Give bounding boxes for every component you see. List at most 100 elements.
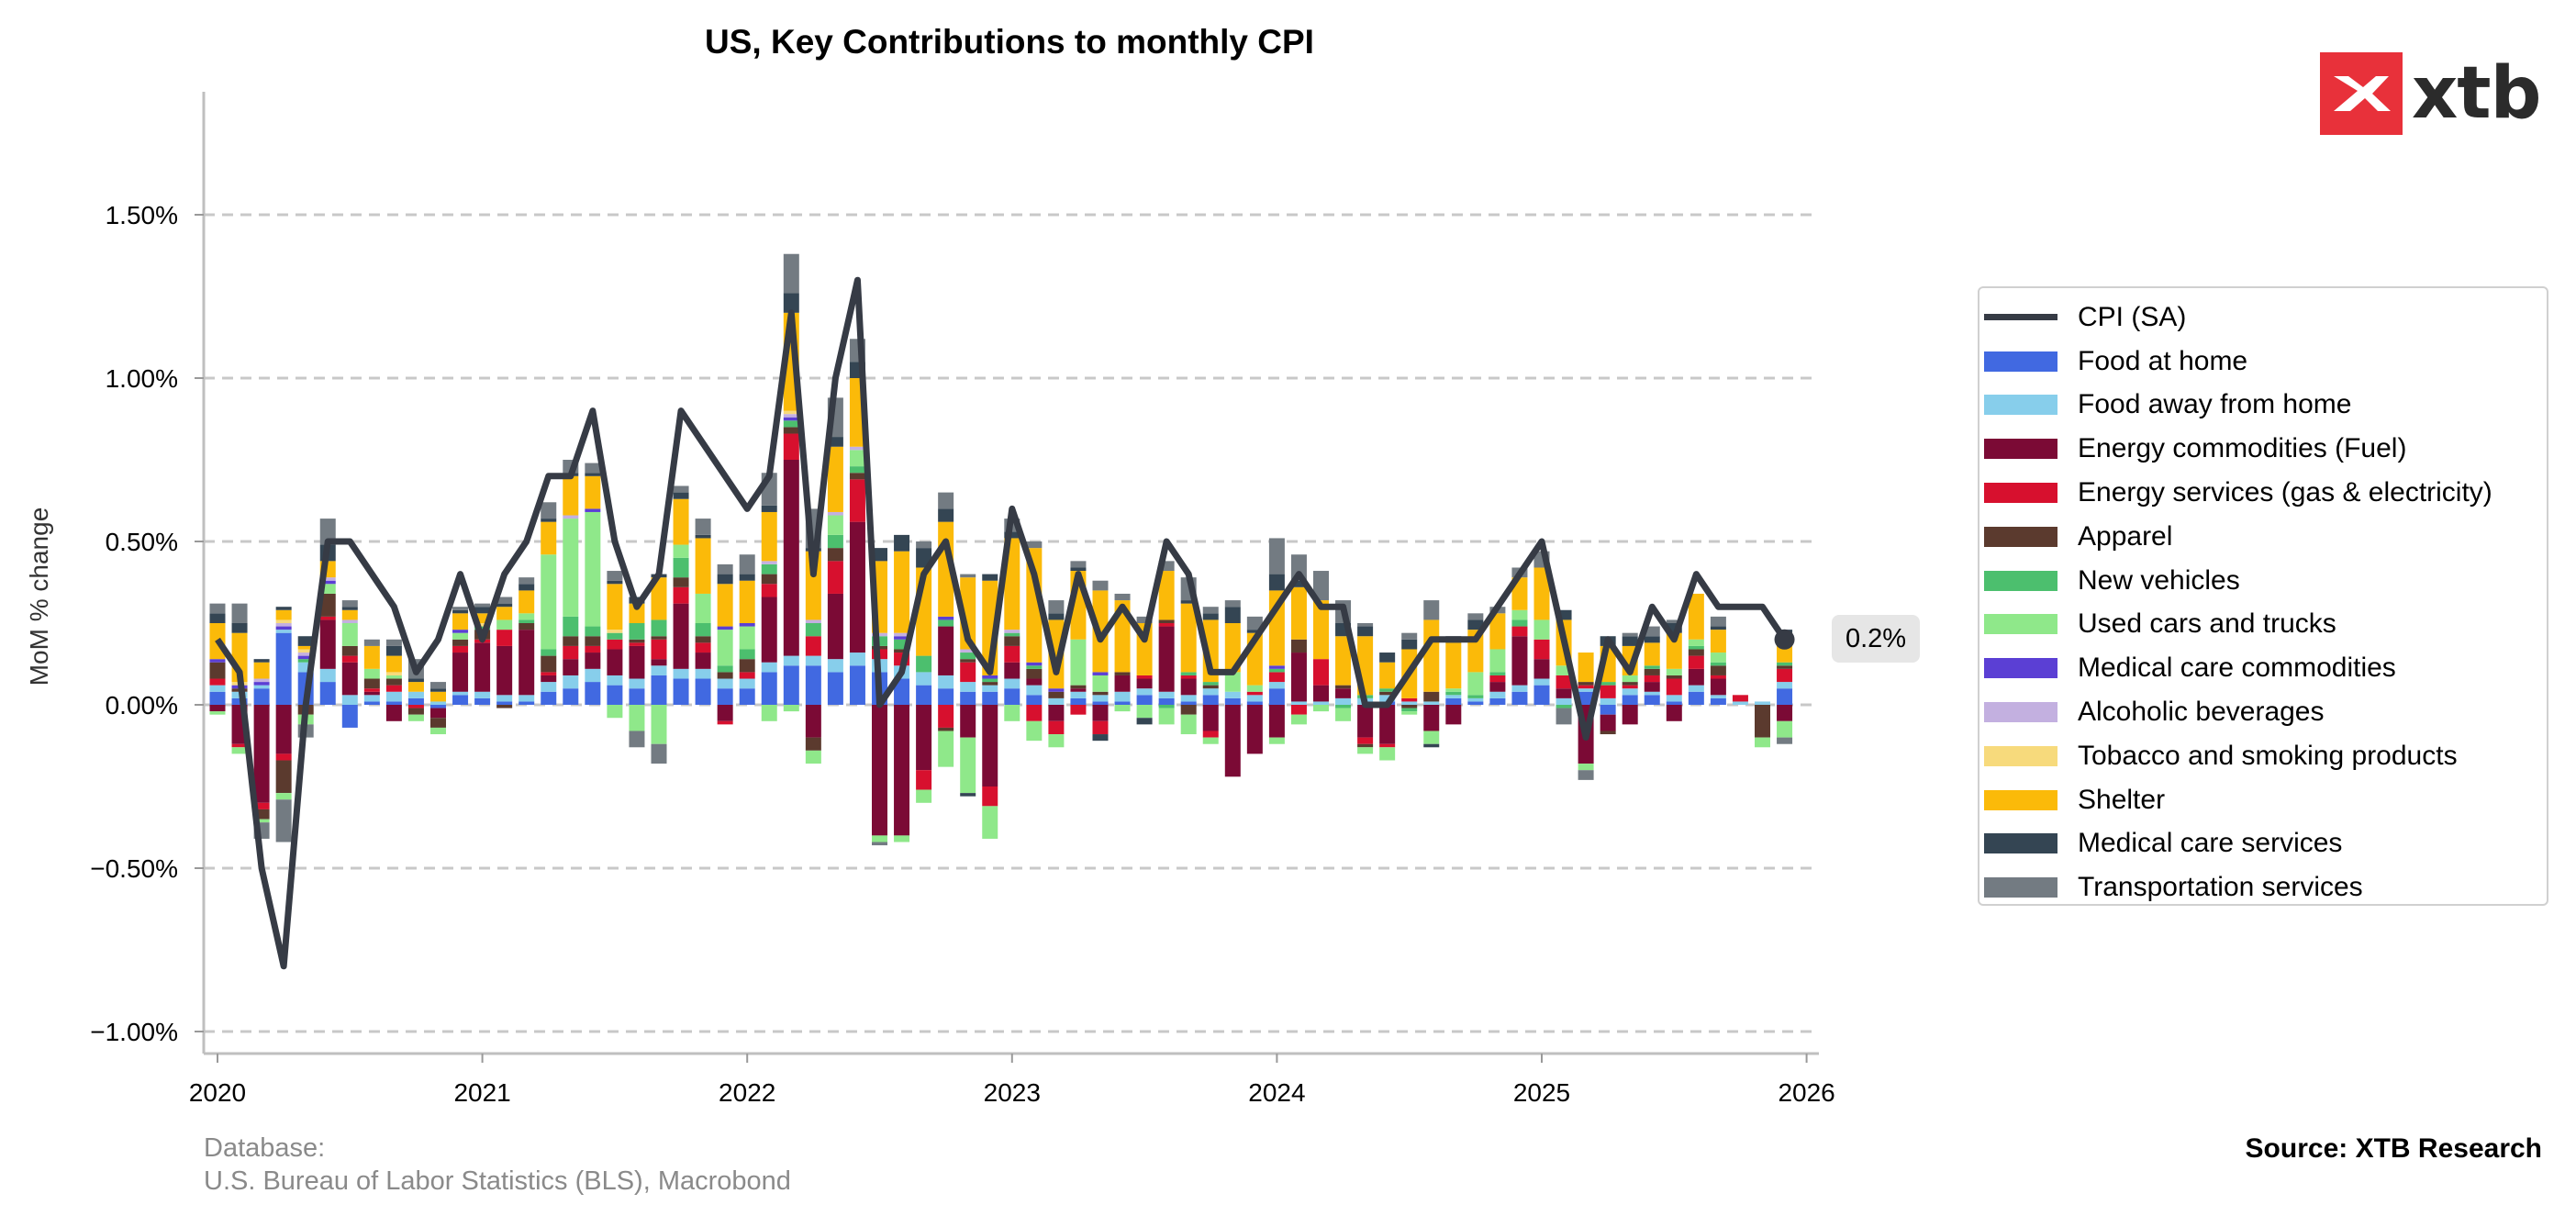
- bar-segment-apparel: [1357, 743, 1374, 748]
- bar-segment-energy_fuel: [519, 630, 535, 696]
- bar-segment-med_services: [938, 508, 954, 522]
- bar-segment-transport: [629, 731, 645, 748]
- bar-segment-food_away: [1224, 691, 1241, 698]
- bar-segment-food_away: [739, 678, 755, 689]
- bar-segment-food_home: [761, 672, 777, 705]
- bar-segment-food_home: [1202, 695, 1219, 705]
- legend-item-shelter: Shelter: [1979, 778, 2547, 822]
- y-ticks: −1.00% −0.50% 0.00% 0.50% 1.00% 1.50%: [90, 201, 204, 1046]
- bar-segment-energy_fuel: [783, 460, 799, 656]
- bar-segment-shelter: [275, 609, 292, 620]
- bar-segment-shelter: [452, 613, 469, 630]
- bar-segment-energy_fuel: [1644, 682, 1660, 692]
- legend-label: Food away from home: [2078, 389, 2352, 420]
- bar-segment-used_cars: [1026, 720, 1043, 742]
- bar-segment-used_cars: [805, 750, 821, 764]
- bar-segment-med_commodities: [1026, 662, 1043, 666]
- bar-segment-energy_fuel: [1268, 705, 1285, 738]
- x-tick-label: 2022: [719, 1078, 775, 1107]
- bar-segment-used_cars: [1423, 731, 1440, 744]
- bar-segment-transport: [585, 463, 601, 474]
- bar-segment-new_vehicles: [1202, 682, 1219, 686]
- bar-segment-apparel: [496, 705, 513, 708]
- bar-segment-shelter: [1026, 548, 1043, 663]
- legend-label: Medical care commodities: [2078, 653, 2396, 684]
- bar-segment-apparel: [1180, 705, 1197, 715]
- legend-item-apparel: Apparel: [1979, 515, 2547, 559]
- bar-segment-energy_services: [1158, 623, 1175, 627]
- bar-segment-transport: [1026, 541, 1043, 549]
- bar-segment-apparel: [1026, 668, 1043, 679]
- bar-segment-energy_services: [1290, 705, 1307, 715]
- logo-text: xtb: [2412, 52, 2541, 135]
- legend-item-new_vehicles: New vehicles: [1979, 559, 2547, 603]
- bar-segment-food_away: [275, 630, 292, 633]
- bar-segment-energy_services: [1357, 737, 1374, 744]
- bar-segment-apparel: [1114, 672, 1131, 675]
- bar-segment-used_cars: [1224, 672, 1241, 692]
- bar-segment-apparel: [695, 636, 711, 643]
- source-note: Source: XTB Research: [2245, 1133, 2542, 1164]
- bar-segment-new_vehicles: [1401, 708, 1418, 712]
- bar-segment-food_home: [894, 678, 910, 705]
- bar-segment-transport: [717, 563, 733, 574]
- bar-segment-food_away: [519, 695, 535, 702]
- bar-segment-new_vehicles: [585, 626, 601, 637]
- bar-segment-apparel: [894, 649, 910, 653]
- bar-segment-used_cars: [1489, 649, 1506, 673]
- bar-segment-shelter: [717, 584, 733, 627]
- bar-segment-energy_fuel: [1114, 675, 1131, 692]
- bar-segment-energy_services: [1511, 626, 1528, 637]
- bar-segment-apparel: [253, 809, 270, 820]
- bar-segment-energy_fuel: [1224, 705, 1241, 777]
- bar-segment-food_home: [960, 691, 976, 705]
- x-tick-label: 2021: [453, 1078, 510, 1107]
- bar-segment-energy_services: [1268, 672, 1285, 683]
- bar-segment-food_away: [1600, 697, 1616, 705]
- bar-segment-food_away: [916, 672, 932, 686]
- bar-segment-med_commodities: [938, 616, 954, 620]
- bar-segment-med_services: [1379, 653, 1396, 663]
- bar-segment-food_home: [1136, 695, 1153, 705]
- bar-segment-new_vehicles: [651, 619, 667, 637]
- bar-segment-used_cars: [783, 705, 799, 712]
- bar-segment-used_cars: [452, 632, 469, 640]
- bar-segment-used_cars: [585, 511, 601, 627]
- legend-item-cpi_line: CPI (SA): [1979, 296, 2547, 340]
- bar-segment-shelter: [430, 691, 446, 702]
- bar-segment-food_away: [1158, 691, 1175, 698]
- bar-segment-energy_fuel: [894, 705, 910, 836]
- bar-segment-energy_services: [1666, 678, 1682, 696]
- bar-segment-food_away: [1688, 685, 1704, 692]
- last-value-badge: 0.2%: [1832, 615, 1920, 663]
- bar-segment-new_vehicles: [541, 649, 557, 656]
- x-tick-label: 2020: [189, 1078, 246, 1107]
- database-source: U.S. Bureau of Labor Statistics (BLS), M…: [204, 1166, 791, 1196]
- bar-segment-med_commodities: [209, 659, 226, 663]
- bar-segment-energy_fuel: [1556, 688, 1572, 698]
- bar-segment-energy_fuel: [1379, 705, 1396, 744]
- bar-segment-food_away: [385, 691, 402, 702]
- bar-segment-food_home: [1180, 701, 1197, 705]
- bar-segment-energy_services: [1202, 731, 1219, 738]
- bar-segment-energy_fuel: [1158, 626, 1175, 692]
- bar-segment-med_services: [407, 678, 424, 683]
- bar-segment-used_cars: [607, 705, 623, 719]
- bar-segment-new_vehicles: [1026, 665, 1043, 669]
- bar-segment-apparel: [717, 672, 733, 679]
- legend-label: Tobacco and smoking products: [2078, 740, 2458, 771]
- bar-segment-energy_fuel: [1777, 705, 1793, 721]
- bar-segment-used_cars: [407, 714, 424, 721]
- bar-segment-shelter: [607, 584, 623, 630]
- bar-segment-energy_services: [827, 561, 843, 594]
- bar-segment-apparel: [1423, 691, 1440, 702]
- bar-segment-shelter: [1578, 653, 1594, 683]
- bar-segment-apparel: [319, 593, 336, 617]
- bar-segment-new_vehicles: [629, 623, 645, 640]
- bar-segment-food_home: [385, 701, 402, 705]
- bar-segment-energy_fuel: [253, 705, 270, 803]
- bar-segment-energy_services: [1556, 675, 1572, 689]
- bar-segment-med_services: [1180, 600, 1197, 604]
- bar-segment-med_services: [1423, 743, 1440, 748]
- bar-segment-med_commodities: [452, 630, 469, 633]
